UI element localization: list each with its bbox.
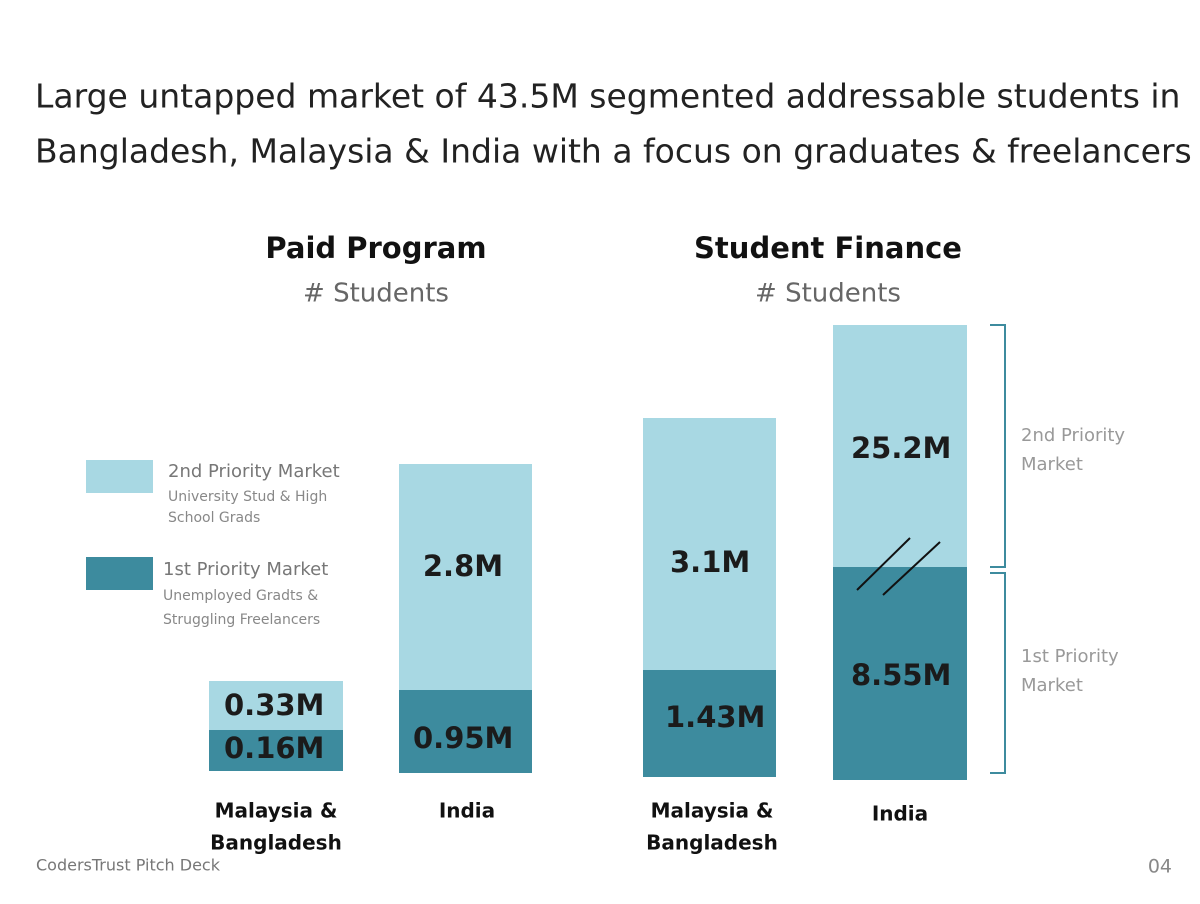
value-label: 1.43M bbox=[665, 700, 765, 734]
bar-segment bbox=[833, 567, 967, 780]
legend-label: 2nd Priority Market bbox=[168, 461, 340, 482]
footer: CodersTrust Pitch Deck bbox=[36, 856, 221, 875]
panel-heading: Student Finance bbox=[694, 231, 962, 265]
value-label: 0.16M bbox=[224, 731, 324, 765]
value-label: 2.8M bbox=[423, 549, 503, 583]
bracket-label: 1st Priority bbox=[1021, 646, 1119, 667]
bracket-label: Market bbox=[1021, 675, 1083, 696]
legend-description: University Stud & High bbox=[168, 489, 327, 505]
bracket bbox=[990, 324, 1006, 568]
panel-subheading: # Students bbox=[755, 279, 901, 309]
bar-segment bbox=[209, 681, 343, 730]
axis-break bbox=[856, 537, 911, 591]
category-label: India bbox=[439, 799, 495, 823]
legend-swatch bbox=[86, 557, 153, 590]
category-label: Malaysia & bbox=[215, 799, 338, 823]
axis-break bbox=[882, 541, 941, 596]
title: Bangladesh, Malaysia & India with a focu… bbox=[35, 132, 1192, 171]
bracket-label: Market bbox=[1021, 454, 1083, 475]
category-label: Bangladesh bbox=[646, 831, 778, 855]
bar-segment bbox=[643, 418, 776, 670]
category-label: India bbox=[872, 802, 928, 826]
bracket-label: 2nd Priority bbox=[1021, 425, 1125, 446]
panel-heading: Paid Program bbox=[265, 231, 486, 265]
category-label: Bangladesh bbox=[210, 831, 342, 855]
legend-label: 1st Priority Market bbox=[163, 559, 328, 580]
bracket bbox=[990, 572, 1006, 774]
legend-description: Struggling Freelancers bbox=[163, 612, 320, 628]
panel-subheading: # Students bbox=[303, 279, 449, 309]
bar-segment bbox=[399, 690, 532, 773]
title: Large untapped market of 43.5M segmented… bbox=[35, 77, 1180, 116]
legend-description: Unemployed Gradts & bbox=[163, 588, 318, 604]
value-label: 25.2M bbox=[851, 431, 951, 465]
bar-segment bbox=[833, 325, 967, 567]
value-label: 0.95M bbox=[413, 721, 513, 755]
bar-segment bbox=[399, 464, 532, 690]
legend-description: School Grads bbox=[168, 510, 260, 526]
value-label: 8.55M bbox=[851, 658, 951, 692]
page-number: 04 bbox=[1148, 856, 1172, 878]
value-label: 0.33M bbox=[224, 688, 324, 722]
category-label: Malaysia & bbox=[651, 799, 774, 823]
legend-swatch bbox=[86, 460, 153, 493]
bar-segment bbox=[643, 670, 776, 777]
bar-segment bbox=[209, 730, 343, 771]
value-label: 3.1M bbox=[670, 545, 750, 579]
